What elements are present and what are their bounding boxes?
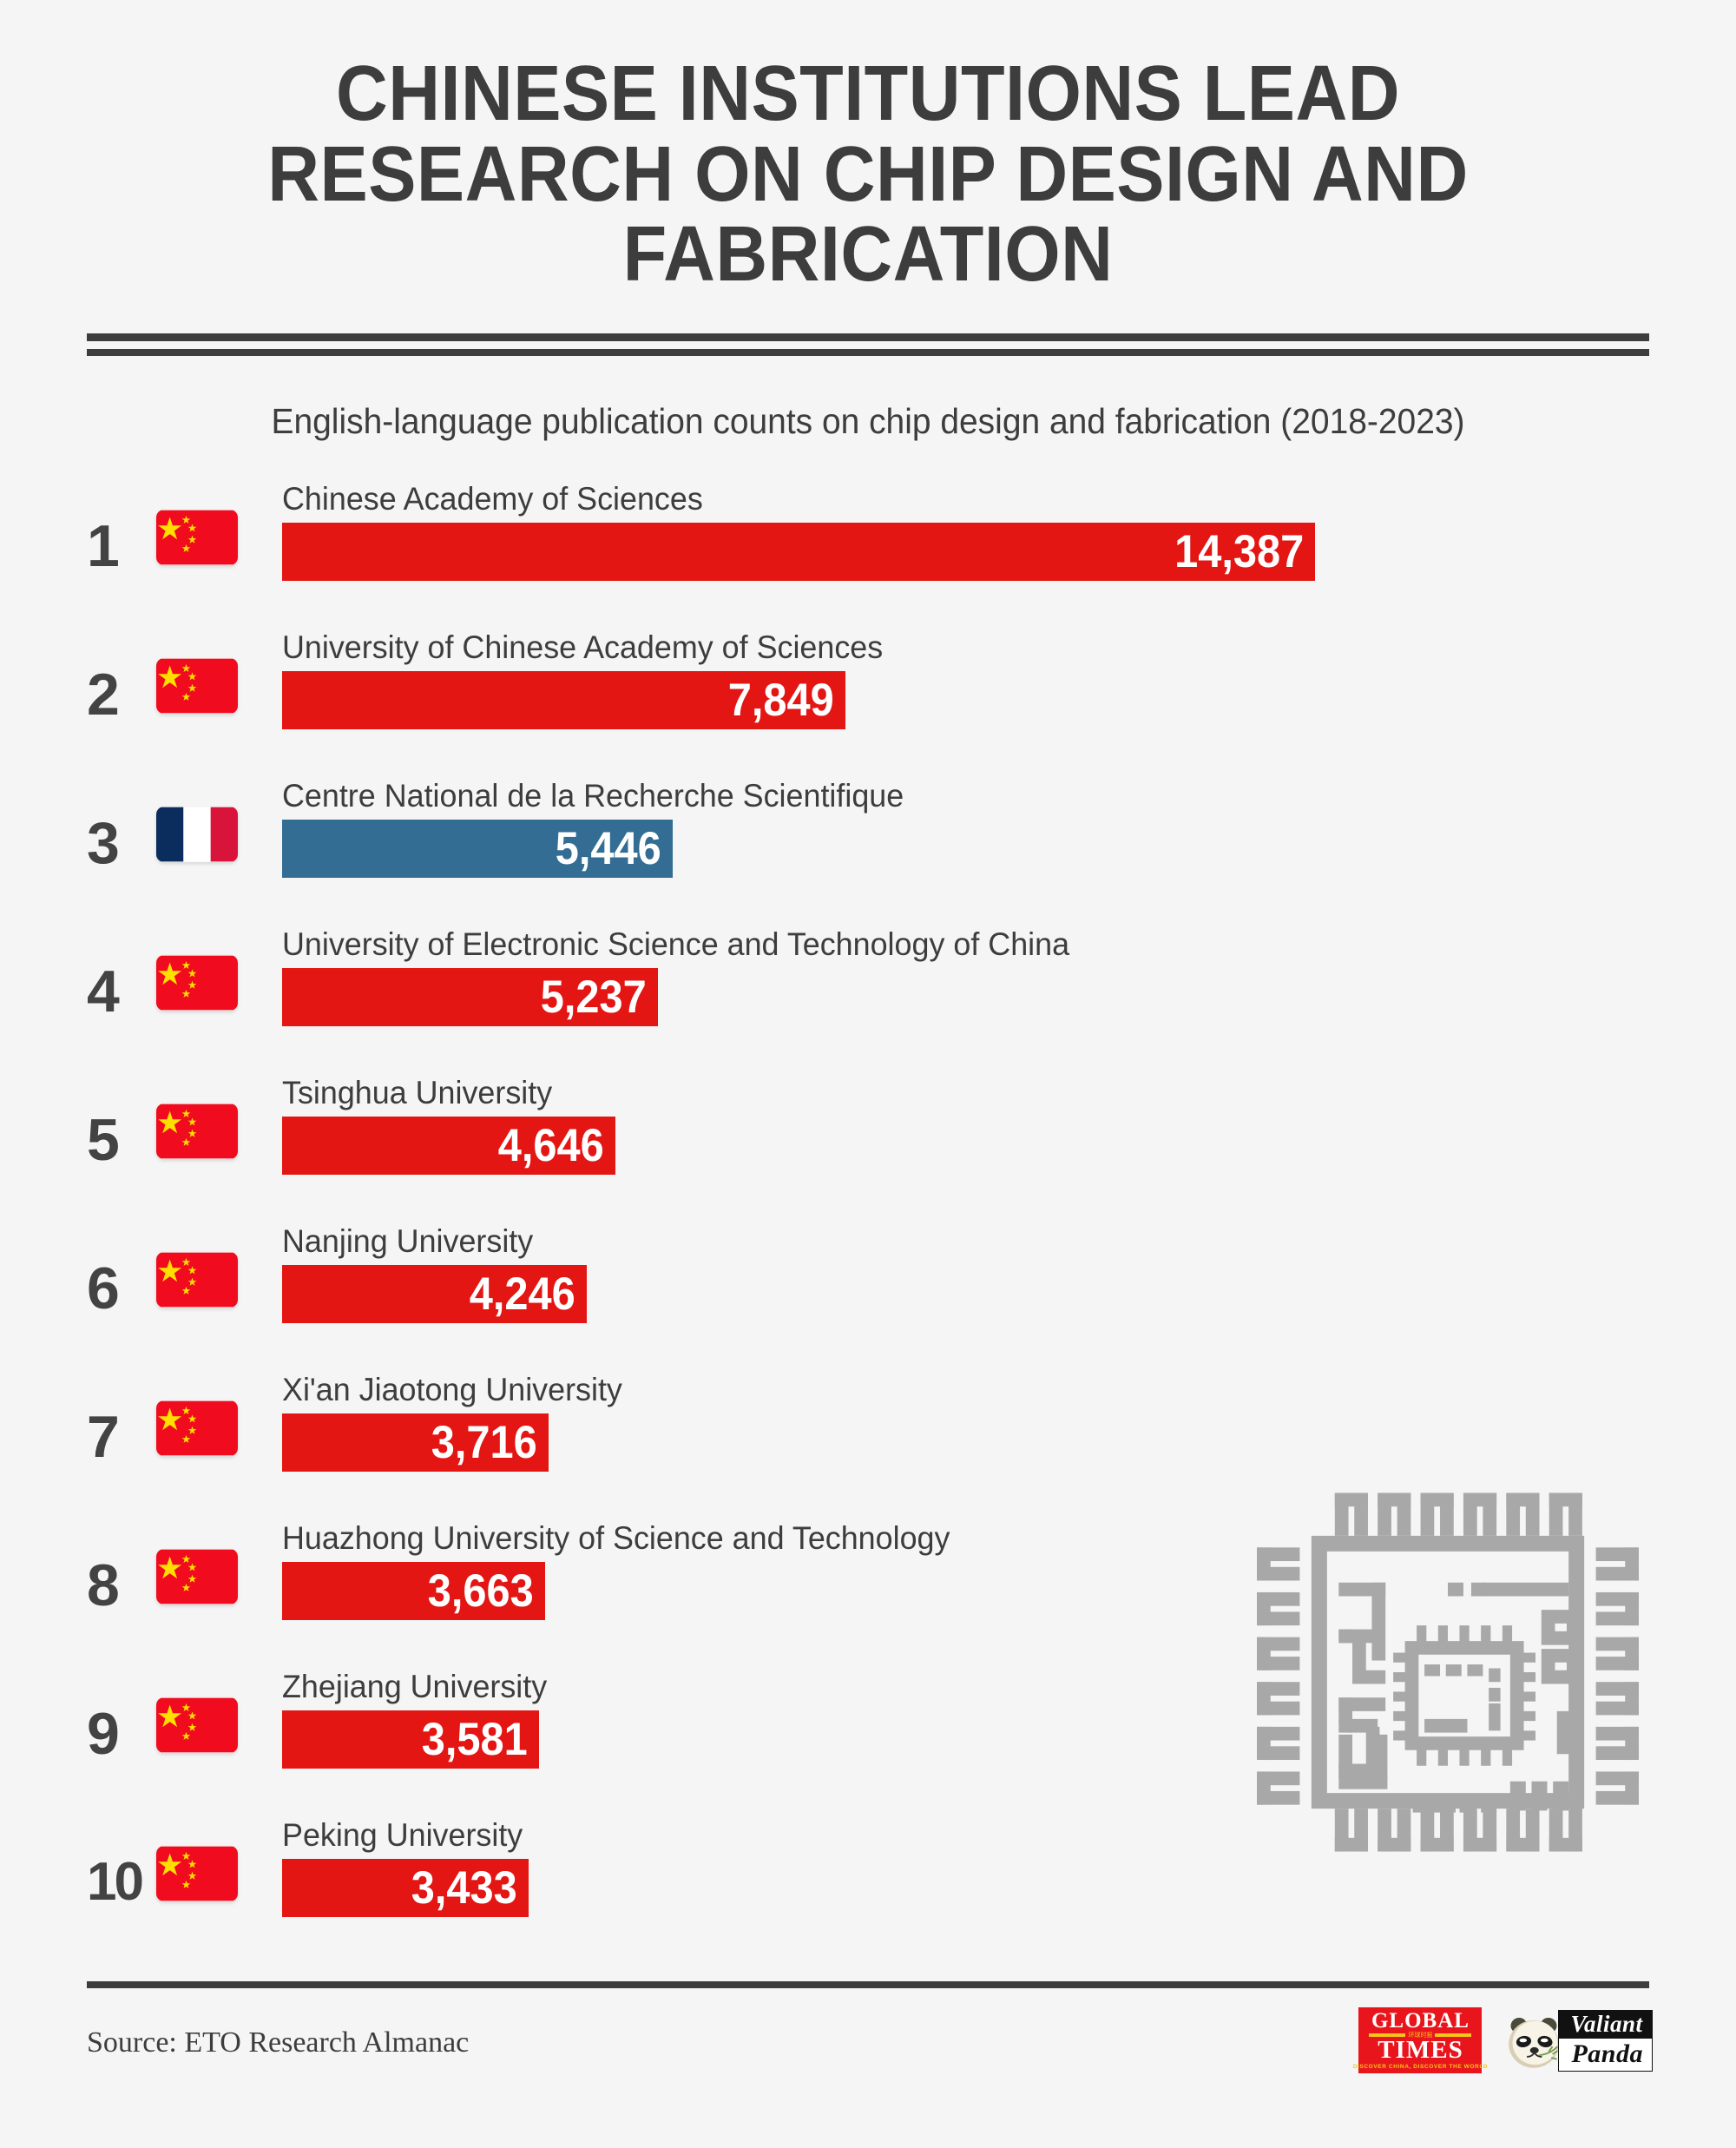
- institution-name: Tsinghua University: [282, 1075, 553, 1111]
- global-times-rule: 环球时报: [1369, 2033, 1471, 2039]
- rank-number: 6: [87, 1255, 120, 1322]
- ranking-row: 7 Xi'an Jiaotong University 3,716: [87, 1367, 1649, 1516]
- rank-number: 3: [87, 810, 120, 877]
- flag-china-icon: [156, 1846, 238, 1901]
- ranking-row: 10 Peking University 3,433: [87, 1813, 1649, 1961]
- valiant-panda-logo: Valiant Panda: [1503, 2007, 1653, 2073]
- bar-value-label: 7,849: [728, 675, 835, 727]
- value-bar: 5,237: [282, 968, 658, 1027]
- flag-france-icon: [156, 807, 238, 862]
- rank-number: 9: [87, 1701, 120, 1768]
- ranking-row: 5 Tsinghua University 4,646: [87, 1071, 1649, 1219]
- ranking-row: 2 University of Chinese Academy of Scien…: [87, 625, 1649, 774]
- bar-value-label: 3,663: [428, 1565, 535, 1618]
- rank-number: 5: [87, 1107, 120, 1174]
- row-body: Chinese Academy of Sciences 14,387: [282, 477, 1649, 582]
- global-times-tagline: DISCOVER CHINA, DISCOVER THE WORLD: [1352, 2064, 1489, 2070]
- bar-value-label: 3,716: [431, 1417, 538, 1469]
- institution-name: Chinese Academy of Sciences: [282, 481, 703, 517]
- value-bar: 3,663: [282, 1562, 545, 1621]
- institution-name: Huazhong University of Science and Techn…: [282, 1520, 950, 1557]
- institution-name: Nanjing University: [282, 1223, 534, 1260]
- value-bar: 4,646: [282, 1117, 615, 1176]
- institution-name: University of Chinese Academy of Science…: [282, 629, 884, 666]
- global-times-global-text: GLOBAL: [1371, 2009, 1470, 2033]
- ranking-list: 1 Chinese Academy of Sciences 14,387 2: [0, 477, 1736, 1961]
- header: Chinese institutions lead research on ch…: [0, 0, 1736, 442]
- flag-china-icon: [156, 658, 238, 714]
- footer-divider: [87, 1981, 1649, 1988]
- divider-line-bottom: [87, 349, 1649, 357]
- institution-name: Centre National de la Recherche Scientif…: [282, 778, 904, 814]
- value-bar: 3,433: [282, 1859, 529, 1918]
- global-times-times-text: TIMES: [1378, 2036, 1463, 2064]
- global-times-chinese-text: 环球时报: [1408, 2033, 1433, 2039]
- row-body: Peking University 3,433: [282, 1813, 1649, 1918]
- rank-number: 8: [87, 1552, 120, 1619]
- bar-value-label: 3,433: [411, 1862, 518, 1914]
- flag-china-icon: [156, 955, 238, 1011]
- value-bar: 3,716: [282, 1413, 549, 1473]
- value-bar: 5,446: [282, 820, 673, 879]
- value-bar: 3,581: [282, 1710, 539, 1769]
- institution-name: University of Electronic Science and Tec…: [282, 926, 1070, 963]
- ranking-row: 3 Centre National de la Recherche Scient…: [87, 774, 1649, 922]
- footer-logos: GLOBAL 环球时报 TIMES DISCOVER CHINA, DISCOV…: [1353, 2007, 1653, 2073]
- row-body: Xi'an Jiaotong University 3,716: [282, 1367, 1649, 1473]
- panda-text: Panda: [1558, 2038, 1653, 2072]
- flag-china-icon: [156, 1252, 238, 1308]
- bar-value-label: 4,646: [498, 1120, 605, 1172]
- value-bar: 7,849: [282, 671, 845, 730]
- divider-line-top: [87, 333, 1649, 342]
- ranking-row: 4 University of Electronic Science and T…: [87, 922, 1649, 1071]
- institution-name: Peking University: [282, 1817, 523, 1854]
- subtitle: English-language publication counts on c…: [271, 401, 1465, 442]
- value-bar: 14,387: [282, 523, 1315, 582]
- rank-number: 4: [87, 959, 120, 1025]
- institution-name: Zhejiang University: [282, 1669, 548, 1705]
- ranking-row: 6 Nanjing University 4,246: [87, 1219, 1649, 1367]
- ranking-row: 1 Chinese Academy of Sciences 14,387: [87, 477, 1649, 625]
- flag-china-icon: [156, 1549, 238, 1604]
- bar-value-label: 14,387: [1174, 526, 1305, 578]
- institution-name: Xi'an Jiaotong University: [282, 1372, 622, 1408]
- panda-icon: [1503, 2009, 1565, 2072]
- row-body: Centre National de la Recherche Scientif…: [282, 774, 1649, 879]
- bar-value-label: 4,246: [470, 1268, 576, 1321]
- row-body: University of Electronic Science and Tec…: [282, 922, 1649, 1027]
- header-divider: [87, 333, 1649, 357]
- rank-number: 7: [87, 1404, 120, 1471]
- flag-china-icon: [156, 1697, 238, 1753]
- row-body: Tsinghua University 4,646: [282, 1071, 1649, 1176]
- source-text: Source: ETO Research Almanac: [87, 2026, 470, 2059]
- page-title: Chinese institutions lead research on ch…: [267, 50, 1469, 299]
- rank-number: 2: [87, 662, 120, 728]
- rank-number: 10: [87, 1852, 144, 1913]
- bar-value-label: 5,237: [541, 972, 648, 1024]
- flag-china-icon: [156, 1400, 238, 1456]
- value-bar: 4,246: [282, 1265, 587, 1324]
- rank-number: 1: [87, 513, 120, 580]
- row-body: Zhejiang University 3,581: [282, 1664, 1649, 1769]
- valiant-text: Valiant: [1558, 2009, 1653, 2039]
- row-body: University of Chinese Academy of Science…: [282, 625, 1649, 730]
- ranking-row: 8 Huazhong University of Science and Tec…: [87, 1516, 1649, 1664]
- global-times-logo: GLOBAL 环球时报 TIMES DISCOVER CHINA, DISCOV…: [1353, 2007, 1488, 2073]
- row-body: Nanjing University 4,246: [282, 1219, 1649, 1324]
- flag-china-icon: [156, 510, 238, 565]
- bar-value-label: 3,581: [422, 1714, 529, 1766]
- bar-value-label: 5,446: [556, 823, 662, 875]
- valiant-panda-wordmark: Valiant Panda: [1558, 2009, 1653, 2072]
- ranking-row: 9 Zhejiang University 3,581: [87, 1664, 1649, 1813]
- row-body: Huazhong University of Science and Techn…: [282, 1516, 1649, 1621]
- flag-china-icon: [156, 1104, 238, 1159]
